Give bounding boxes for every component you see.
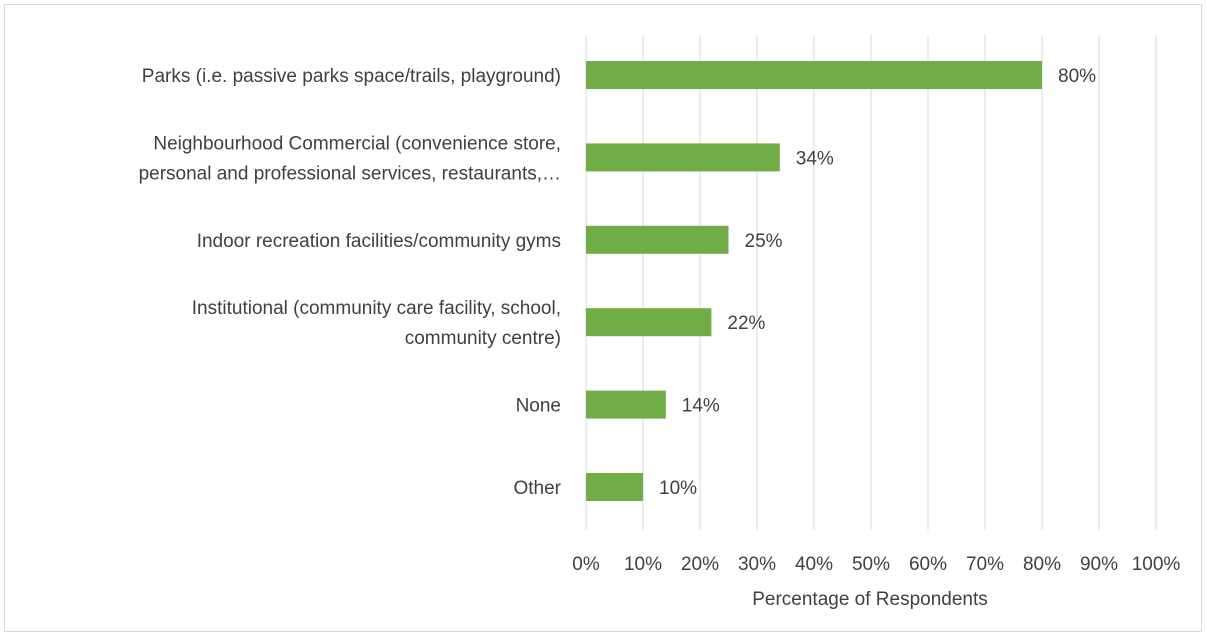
x-tick-labels: 0% 10% 20% 30% 40% 50% 60% 70% 80% 90% 100% xyxy=(572,554,1180,575)
bar xyxy=(586,225,729,254)
x-tick-label: 70% xyxy=(966,554,1004,575)
gridlines xyxy=(585,35,1157,530)
category-label: Institutional (community care facility, … xyxy=(192,298,561,319)
x-tick-label: 100% xyxy=(1132,554,1181,575)
category-label: Neighbourhood Commercial (convenience st… xyxy=(153,133,561,154)
x-axis-title: Percentage of Respondents xyxy=(752,589,988,610)
category-labels: Parks (i.e. passive parks space/trails, … xyxy=(139,66,562,499)
bar xyxy=(586,390,666,419)
data-label: 22% xyxy=(727,313,765,334)
category-label: Other xyxy=(513,478,561,499)
data-label: 10% xyxy=(659,478,697,499)
x-tick-label: 10% xyxy=(624,554,662,575)
category-label: None xyxy=(516,396,561,417)
category-label: community centre) xyxy=(405,328,561,349)
bars xyxy=(586,61,1042,501)
x-tick-label: 60% xyxy=(909,554,947,575)
bar-chart: 80% 34% 25% 22% 14% 10% Parks (i.e. passive p… xyxy=(139,35,1180,610)
x-tick-label: 0% xyxy=(572,554,600,575)
category-label: Parks (i.e. passive parks space/trails, … xyxy=(142,66,561,87)
data-label: 25% xyxy=(745,231,783,252)
x-tick-label: 40% xyxy=(795,554,833,575)
data-labels: 80% 34% 25% 22% 14% 10% xyxy=(659,66,1096,499)
category-label: personal and professional services, rest… xyxy=(139,163,561,184)
category-label: Indoor recreation facilities/community g… xyxy=(197,231,561,252)
chart-frame: 80% 34% 25% 22% 14% 10% Parks (i.e. passive p… xyxy=(4,4,1202,632)
x-tick-label: 30% xyxy=(738,554,776,575)
x-tick-label: 80% xyxy=(1023,554,1061,575)
data-label: 34% xyxy=(796,148,834,169)
x-tick-label: 90% xyxy=(1080,554,1118,575)
bar xyxy=(586,143,780,172)
bar xyxy=(586,473,643,501)
x-tick-label: 50% xyxy=(852,554,890,575)
data-label: 80% xyxy=(1058,66,1096,87)
bar xyxy=(586,308,712,337)
bar xyxy=(586,61,1042,89)
x-tick-label: 20% xyxy=(681,554,719,575)
data-label: 14% xyxy=(682,396,720,417)
